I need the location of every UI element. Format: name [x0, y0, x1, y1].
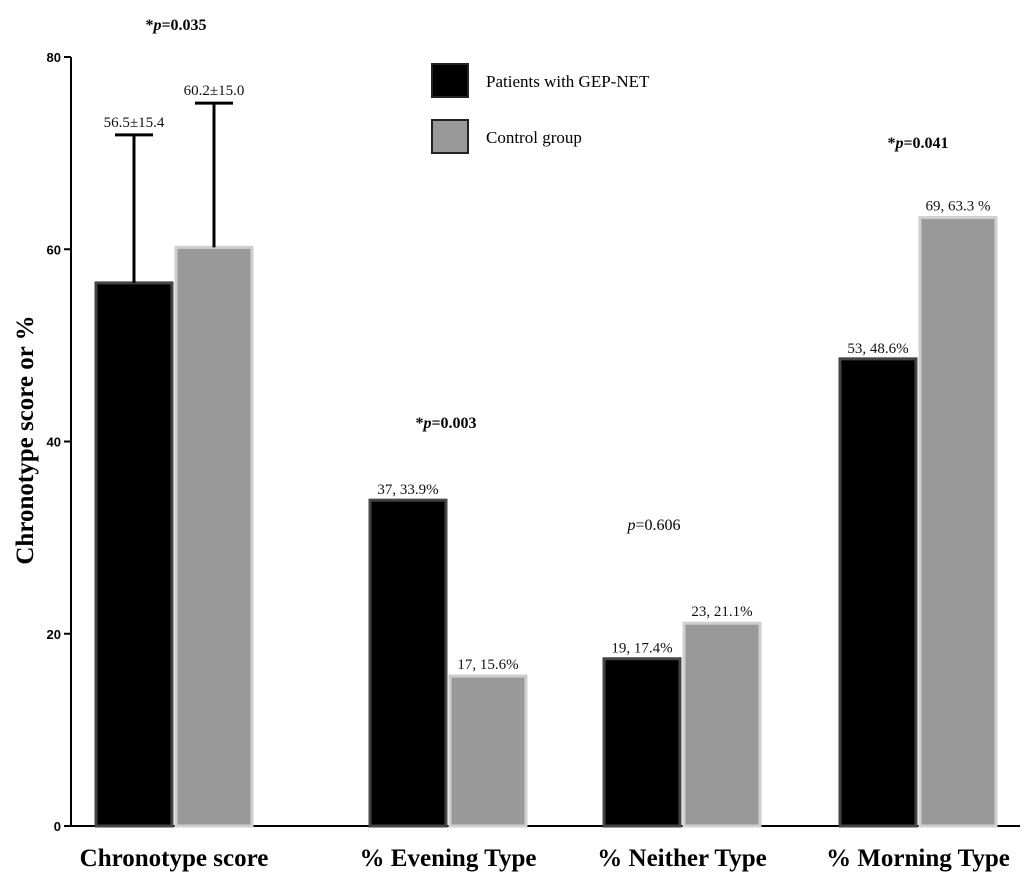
x-category-label-evening-type: % Evening Type	[360, 845, 537, 872]
legend-label-patients-with-gep-net: Patients with GEP-NET	[486, 72, 650, 91]
y-axis-label: Chronotype score or %	[12, 315, 39, 564]
data-label-control-group-evening-type: 17, 15.6%	[457, 657, 518, 673]
y-tick-label-20: 20	[47, 627, 61, 642]
bar-control-group-chronotype-score	[174, 245, 254, 828]
bar-patients-with-gep-net-neither-type	[602, 657, 682, 828]
bars	[94, 101, 998, 828]
axes: 0 20 40 60 80 Chronotype score % Evening Type%…	[47, 50, 1020, 872]
y-tick-label-80: 80	[47, 50, 61, 65]
bar-control-group-neither-type	[682, 621, 762, 828]
x-category-label-chronotype-score: Chronotype score	[80, 845, 269, 872]
bar-patients-with-gep-net-evening-type	[368, 498, 448, 828]
y-tick-label-40: 40	[47, 435, 61, 450]
p-value-morning-type: *p=0.041	[887, 135, 948, 152]
x-category-label-neither-type: % Neither Type	[597, 845, 766, 872]
data-labels: 56.5±15.4 37, 33.9% 19, 17.4% 53, 48.6% 60.2…	[104, 17, 991, 673]
legend-swatch-patients-with-gep-net	[431, 63, 469, 98]
p-value-chronotype-score: *p=0.035	[145, 17, 206, 34]
data-label-control-group-neither-type: 23, 21.1%	[691, 604, 752, 620]
data-label-control-group-morning-type: 69, 63.3 %	[926, 199, 991, 215]
p-value-neither-type: p=0.606	[626, 517, 680, 534]
data-label-patients-with-gep-net-evening-type: 37, 33.9%	[377, 482, 438, 498]
y-tick-label-0: 0	[54, 819, 61, 834]
data-label-control-group-chronotype-score: 60.2±15.0	[184, 83, 245, 99]
bar-control-group-evening-type	[448, 674, 528, 828]
x-category-label-morning-type: % Morning Type	[826, 845, 1010, 872]
data-label-patients-with-gep-net-chronotype-score: 56.5±15.4	[104, 115, 165, 131]
legend-label-control-group: Control group	[486, 128, 582, 147]
y-tick-label-60: 60	[47, 242, 61, 257]
legend: Patients with GEP-NET Control group	[431, 63, 650, 154]
bar-control-group-morning-type	[918, 216, 998, 828]
legend-swatch-control-group	[431, 119, 469, 154]
bar-patients-with-gep-net-morning-type	[838, 357, 918, 828]
data-label-patients-with-gep-net-neither-type: 19, 17.4%	[611, 641, 672, 657]
bar-patients-with-gep-net-chronotype-score	[94, 281, 174, 828]
p-value-evening-type: *p=0.003	[415, 415, 476, 432]
data-label-patients-with-gep-net-morning-type: 53, 48.6%	[847, 341, 908, 357]
